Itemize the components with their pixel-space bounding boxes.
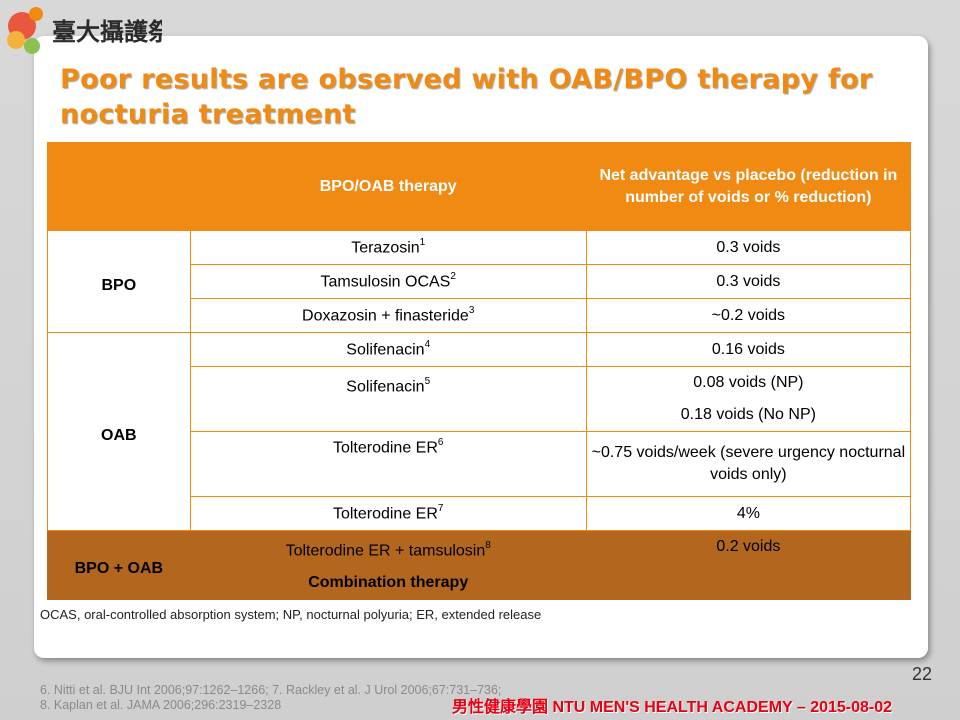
table-row: Solifenacin5 0.08 voids (NP) 0.18 voids … (48, 366, 912, 432)
group-bpo: BPO (47, 230, 191, 333)
results-table: BPO/OAB therapy Net advantage vs placebo… (47, 142, 912, 601)
abbreviations-footnote: OCAS, oral-controlled absorption system;… (40, 607, 542, 622)
academy-banner: 男性健康學園 NTU MEN'S HEALTH ACADEMY – 2015-0… (452, 699, 893, 716)
value-cell: ~0.2 voids (585, 298, 912, 333)
combination-label: Combination therapy (308, 574, 469, 592)
group-combo: BPO + OAB (47, 529, 191, 601)
table-row: Tolterodine ER6 ~0.75 voids/week (severe… (48, 431, 912, 497)
slide-title: Poor results are observed with OAB/BPO t… (60, 64, 873, 130)
header-therapy: BPO/OAB therapy (189, 142, 587, 231)
therapy-cell: Tolterodine ER + tamsulosin8 Combination… (189, 529, 587, 601)
table-row: Doxazosin + finasteride3 ~0.2 voids (48, 298, 912, 333)
value-line: 0.08 voids (NP) (693, 374, 804, 391)
header-empty (47, 142, 191, 231)
reference-line: 6. Nitti et al. BJU Int 2006;97:1262–126… (40, 683, 502, 697)
table-row: Tamsulosin OCAS2 0.3 voids (48, 264, 912, 299)
page-number: 22 (912, 664, 933, 684)
reference-line: 8. Kaplan et al. JAMA 2006;296:2319–2328 (40, 698, 282, 712)
value-cell: 4% (585, 496, 912, 531)
therapy-cell: Tolterodine ER7 (189, 496, 587, 531)
svg-text:臺大攝護祭: 臺大攝護祭 (52, 17, 162, 46)
therapy-cell: Tamsulosin OCAS2 (189, 264, 587, 299)
therapy-cell: Solifenacin4 (189, 332, 587, 367)
value-cell: 0.16 voids (585, 332, 912, 367)
table-row: OAB Solifenacin4 0.16 voids (47, 332, 912, 531)
value-cell: ~0.75 voids/week (severe urgency nocturn… (585, 431, 912, 497)
table-row-combination: BPO + OAB Tolterodine ER + tamsulosin8 C… (47, 529, 912, 601)
event-logo: 臺大攝護祭 (7, 7, 162, 54)
value-line: 0.18 voids (No NP) (680, 406, 816, 423)
table-row: BPO Terazosin1 0.3 voids (47, 230, 912, 333)
therapy-cell: Tolterodine ER6 (189, 431, 587, 497)
value-cell: 0.3 voids (585, 230, 912, 265)
therapy-cell: Solifenacin5 (189, 366, 587, 432)
value-cell: 0.2 voids (585, 529, 912, 601)
group-oab: OAB (47, 332, 191, 531)
table-header-row: BPO/OAB therapy Net advantage vs placebo… (47, 142, 912, 231)
value-cell: 0.08 voids (NP) 0.18 voids (No NP) (585, 366, 912, 432)
value-cell: 0.3 voids (585, 264, 912, 299)
header-net-advantage: Net advantage vs placebo (reduction in n… (585, 142, 912, 231)
therapy-cell: Doxazosin + finasteride3 (189, 298, 587, 333)
references: 6. Nitti et al. BJU Int 2006;97:1262–126… (40, 683, 501, 713)
therapy-cell: Terazosin1 (189, 230, 587, 265)
therapy-line: Tolterodine ER + tamsulosin8 (285, 540, 491, 560)
